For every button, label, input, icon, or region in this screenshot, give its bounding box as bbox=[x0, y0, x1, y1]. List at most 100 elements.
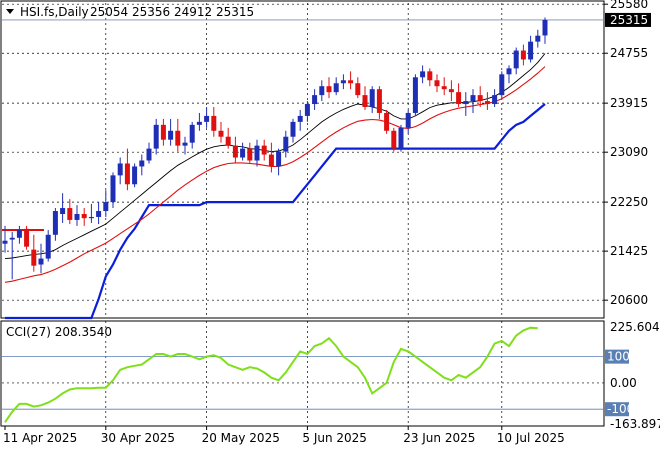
candle-body bbox=[38, 258, 44, 265]
candle-body bbox=[24, 228, 30, 247]
cci-title: CCI(27) 208.3540 bbox=[6, 325, 112, 339]
candle-body bbox=[492, 95, 498, 105]
main-grid bbox=[0, 0, 605, 319]
candle-body bbox=[247, 148, 253, 161]
candle-body bbox=[67, 208, 73, 220]
candle-body bbox=[81, 213, 87, 219]
candle-body bbox=[74, 213, 80, 220]
candle-body bbox=[434, 80, 440, 87]
candle-body bbox=[348, 80, 354, 84]
candle-body bbox=[240, 148, 246, 158]
candle-body bbox=[254, 145, 260, 161]
cci-grid bbox=[0, 320, 605, 427]
candle-body bbox=[391, 130, 397, 149]
candle-body bbox=[528, 41, 534, 60]
candle-body bbox=[398, 127, 404, 149]
candle-body bbox=[456, 92, 462, 105]
candle-body bbox=[290, 121, 296, 137]
candle-body bbox=[225, 136, 231, 146]
candle-body bbox=[506, 68, 512, 75]
cci-tick-label: 100 bbox=[607, 350, 630, 364]
date-tick-label: 11 Apr 2025 bbox=[3, 431, 77, 445]
cci-series bbox=[4, 326, 538, 423]
candle-body bbox=[146, 148, 152, 161]
candle-body bbox=[168, 130, 174, 140]
candle-body bbox=[261, 145, 267, 155]
candle-body bbox=[132, 166, 138, 185]
current-price-label: 25315 bbox=[610, 13, 648, 27]
candle-body bbox=[326, 86, 332, 93]
candle-body bbox=[297, 115, 303, 122]
candle-body bbox=[182, 142, 188, 146]
candle-body bbox=[153, 124, 159, 149]
date-tick-label: 10 Jul 2025 bbox=[497, 431, 565, 445]
price-tick-label: 23915 bbox=[610, 96, 648, 110]
candle-body bbox=[189, 124, 195, 143]
candle-body bbox=[384, 112, 390, 131]
candle-body bbox=[160, 124, 166, 140]
candle-body bbox=[340, 80, 346, 84]
candle-body bbox=[535, 35, 541, 42]
price-tick-label: 21425 bbox=[610, 244, 648, 258]
date-tick-label: 30 Apr 2025 bbox=[101, 431, 175, 445]
cci-line bbox=[4, 326, 538, 423]
candle-body bbox=[103, 202, 109, 212]
candle-body bbox=[31, 249, 37, 266]
candle-body bbox=[110, 175, 116, 203]
dropdown-triangle-icon[interactable] bbox=[6, 9, 14, 14]
cci-level-box bbox=[605, 402, 629, 417]
candle-body bbox=[499, 74, 505, 96]
candle-body bbox=[196, 121, 202, 125]
date-tick-label: 5 Jun 2025 bbox=[302, 431, 367, 445]
candle-body bbox=[441, 86, 447, 90]
cci-level-box bbox=[605, 349, 629, 364]
candle-body bbox=[204, 115, 210, 122]
stop-line bbox=[5, 103, 546, 320]
candle-body bbox=[333, 83, 339, 93]
price-tick-label: 24755 bbox=[610, 46, 648, 60]
moving-average-red bbox=[4, 66, 546, 283]
candle-body bbox=[211, 115, 217, 131]
candle-body bbox=[9, 237, 15, 240]
candle-body bbox=[319, 86, 325, 96]
price-series bbox=[2, 17, 548, 320]
candle-body bbox=[117, 163, 123, 176]
candle-body bbox=[420, 71, 426, 78]
candle-body bbox=[52, 211, 58, 235]
candle-body bbox=[513, 50, 519, 69]
candle-body bbox=[45, 234, 51, 259]
candle-body bbox=[376, 89, 382, 113]
candle-body bbox=[175, 130, 181, 146]
cci-tick-label: -163.8977 bbox=[610, 417, 660, 431]
date-tick-label: 20 May 2025 bbox=[202, 431, 280, 445]
candle-body bbox=[124, 163, 130, 185]
candle-body bbox=[484, 101, 490, 105]
axes: 25580 24755 23915 23090 22250 21425 20600 11 Ap… bbox=[3, 0, 660, 445]
ohlc-label: 25054 25356 24912 25315 bbox=[90, 5, 254, 19]
moving-average-thin bbox=[4, 53, 546, 260]
candle-body bbox=[283, 136, 289, 152]
candle-body bbox=[139, 160, 145, 167]
price-tick-label: 20600 bbox=[610, 293, 648, 307]
candle-body bbox=[2, 240, 8, 244]
candle-body bbox=[16, 230, 22, 238]
candle-body bbox=[355, 83, 361, 96]
candle-body bbox=[304, 104, 310, 116]
candle-body bbox=[268, 154, 274, 167]
date-tick-label: 23 Jun 2025 bbox=[403, 431, 475, 445]
candle-body bbox=[369, 89, 375, 108]
symbol-label: HSI.fs,Daily bbox=[20, 5, 89, 19]
candle-body bbox=[362, 95, 368, 108]
candle-body bbox=[232, 145, 238, 158]
cci-tick-label: 0.00 bbox=[610, 376, 637, 390]
price-tick-label: 23090 bbox=[610, 145, 648, 159]
candle-body bbox=[276, 151, 282, 167]
candle-body bbox=[448, 89, 454, 93]
price-tick-label: 22250 bbox=[610, 195, 648, 209]
candle-body bbox=[470, 95, 476, 102]
main-panel-frame bbox=[0, 0, 605, 319]
candle-body bbox=[96, 211, 102, 217]
candle-body bbox=[218, 130, 224, 137]
